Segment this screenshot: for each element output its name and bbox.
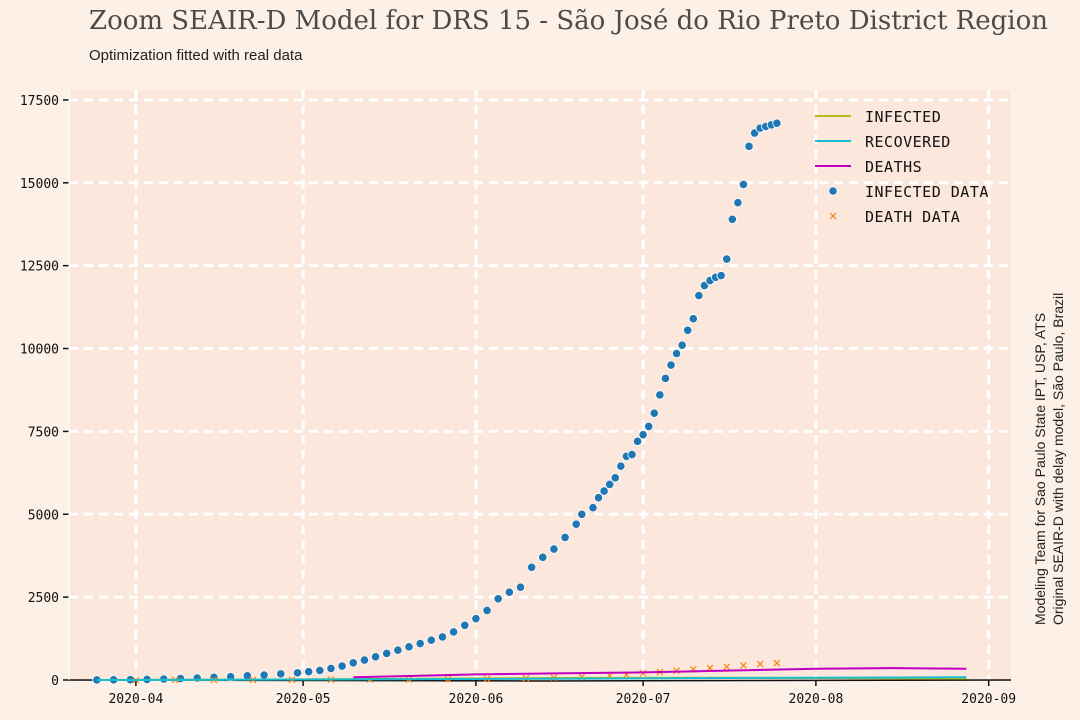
y-tick-label: 12500 bbox=[20, 260, 59, 275]
infected-data-point bbox=[588, 503, 598, 513]
infected-data-point bbox=[471, 614, 481, 624]
x-tick-label: 2020-05 bbox=[276, 692, 331, 707]
death-data-point bbox=[723, 663, 731, 671]
y-tick-label: 0 bbox=[51, 674, 59, 689]
infected-data-point bbox=[605, 479, 615, 490]
chart-subtitle: Optimization fitted with real data bbox=[89, 47, 303, 64]
infected-data-point bbox=[382, 648, 392, 659]
data-marks bbox=[92, 118, 967, 685]
infected-data-point bbox=[538, 552, 548, 562]
infected-data-point bbox=[337, 661, 347, 671]
infected-data-point bbox=[593, 493, 604, 503]
x-tick-label: 2020-06 bbox=[449, 692, 504, 707]
side-note-line2: Original SEAIR-D with delay model, São P… bbox=[1050, 292, 1066, 625]
infected-data-point bbox=[504, 587, 514, 597]
infected-data-point bbox=[733, 198, 743, 208]
infected-data-point bbox=[610, 473, 620, 483]
infected-data-point bbox=[666, 360, 676, 370]
recovered-line bbox=[96, 676, 967, 681]
infected-data-point bbox=[404, 642, 414, 652]
infected-data-point bbox=[549, 544, 559, 554]
y-tick-label: 7500 bbox=[28, 425, 59, 440]
infected-data-point bbox=[671, 348, 682, 359]
infected-data-point bbox=[292, 668, 303, 678]
infected-data-point bbox=[437, 632, 448, 642]
infected-data-point bbox=[677, 340, 687, 350]
infected-data-point bbox=[649, 408, 659, 418]
infected-data-point bbox=[688, 314, 698, 324]
legend-swatch-death-data bbox=[829, 212, 837, 220]
axes: 0 2500 5000 7500 10000 12500 15000 17500 2020-04… bbox=[20, 90, 1016, 707]
infected-data-point bbox=[660, 373, 671, 383]
side-note-line1: Modeling Team for Sao Paulo State IPT, U… bbox=[1032, 312, 1048, 625]
infected-data-point bbox=[694, 290, 704, 301]
infected-data-point bbox=[449, 627, 459, 637]
infected-data-point bbox=[655, 390, 665, 400]
infected-data-point bbox=[426, 635, 436, 645]
infected-data-point bbox=[716, 271, 726, 281]
infected-data-point bbox=[415, 638, 425, 649]
infected-data-point bbox=[627, 450, 637, 460]
legend-label-death-data: DEATH DATA bbox=[865, 208, 960, 226]
y-tick-label: 10000 bbox=[20, 343, 59, 358]
infected-data-point bbox=[304, 667, 314, 677]
infected-data-point bbox=[460, 620, 470, 630]
plot-background bbox=[69, 90, 1011, 680]
infected-data-point bbox=[348, 658, 358, 668]
y-tick-label: 2500 bbox=[28, 591, 59, 606]
deaths-line bbox=[353, 667, 967, 679]
infected-data-point bbox=[560, 532, 570, 543]
legend-label-recovered: RECOVERED bbox=[865, 133, 951, 151]
infected-data-point bbox=[644, 421, 654, 432]
infected-data-point bbox=[175, 673, 186, 684]
death-data-point bbox=[740, 661, 747, 669]
infected-data-point bbox=[738, 179, 749, 190]
infected-data-point bbox=[527, 562, 537, 572]
infected-data-point bbox=[515, 582, 526, 592]
infected-data-point bbox=[632, 436, 643, 446]
legend-label-infected: INFECTED bbox=[865, 108, 941, 126]
side-note: Modeling Team for Sao Paulo State IPT, U… bbox=[1031, 293, 1067, 625]
y-tick-label: 17500 bbox=[20, 94, 59, 109]
infected-data-point bbox=[276, 669, 286, 679]
x-tick-label: 2020-04 bbox=[108, 692, 163, 707]
infected-data-point bbox=[315, 665, 325, 675]
infected-data-point bbox=[482, 605, 492, 615]
death-data-point bbox=[756, 660, 764, 668]
infected-data-point bbox=[772, 118, 782, 128]
infected-data-point bbox=[571, 519, 581, 529]
legend-label-infected-data: INFECTED DATA bbox=[865, 183, 989, 201]
infected-data-point bbox=[393, 645, 403, 655]
infected-data-point bbox=[192, 673, 202, 683]
infected-data-point bbox=[599, 486, 609, 496]
x-tick-label: 2020-08 bbox=[789, 692, 844, 707]
infected-data-point bbox=[370, 652, 381, 662]
y-tick-label: 5000 bbox=[28, 508, 59, 523]
gridlines bbox=[69, 90, 1011, 680]
infected-data-point bbox=[722, 254, 732, 264]
death-data-point bbox=[773, 659, 781, 667]
infected-data-point bbox=[638, 430, 648, 440]
infected-data-point bbox=[259, 670, 269, 680]
legend: INFECTED RECOVERED DEATHS INFECTED DATA DEAT… bbox=[815, 108, 989, 226]
x-tick-label: 2020-09 bbox=[961, 692, 1016, 707]
infected-data-point bbox=[577, 509, 587, 519]
infected-data-point bbox=[744, 141, 754, 151]
infected-data-point bbox=[359, 655, 370, 665]
infected-data-point bbox=[326, 663, 336, 673]
infected-data-point bbox=[493, 594, 503, 604]
chart-title: Zoom SEAIR-D Model for DRS 15 - São José… bbox=[89, 6, 1048, 36]
legend-label-deaths: DEATHS bbox=[865, 158, 922, 176]
infected-data-point bbox=[683, 325, 693, 335]
x-tick-label: 2020-07 bbox=[616, 692, 671, 707]
infected-data-point bbox=[616, 461, 626, 471]
infected-data-point bbox=[727, 214, 737, 224]
legend-swatch-infected-data bbox=[828, 186, 838, 196]
y-tick-label: 15000 bbox=[20, 177, 59, 192]
